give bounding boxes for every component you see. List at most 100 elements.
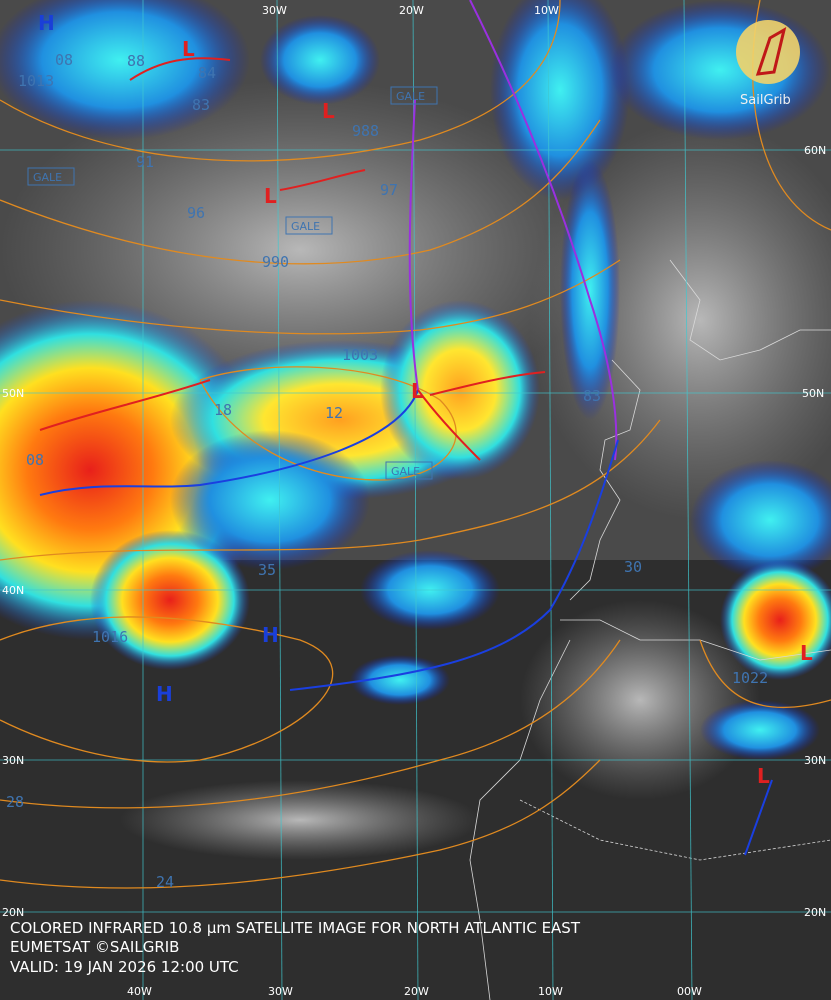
gale-warning: GALE bbox=[396, 90, 425, 103]
pressure-label: 88 bbox=[127, 52, 145, 70]
cloud-top bbox=[610, 0, 830, 140]
lat-label: 30N bbox=[804, 754, 826, 767]
fronts bbox=[39, 0, 773, 856]
lon-label: 30W bbox=[262, 4, 287, 17]
gale-warning: GALE bbox=[33, 171, 62, 184]
cloud-top bbox=[260, 15, 380, 105]
low-centre: L bbox=[757, 764, 770, 788]
warm-front bbox=[129, 57, 231, 81]
pressure-label: 83 bbox=[192, 96, 210, 114]
logo-text: SailGrib bbox=[740, 93, 791, 108]
pressure-centres: H H H L L L L L L bbox=[38, 11, 813, 788]
meridian bbox=[683, 0, 693, 1000]
pressure-label: 83 bbox=[583, 387, 601, 405]
pressure-label: 08 bbox=[26, 451, 44, 469]
low-centre: L bbox=[322, 99, 335, 123]
pressure-label: 30 bbox=[624, 558, 642, 576]
caption-line: VALID: 19 JAN 2026 12:00 UTC bbox=[10, 958, 239, 976]
warm-front bbox=[279, 169, 366, 191]
lon-label: 10W bbox=[538, 985, 563, 998]
logo-badge bbox=[736, 20, 800, 84]
low-centre: L bbox=[800, 641, 813, 665]
cloud-top bbox=[380, 300, 540, 480]
pressure-label: 97 bbox=[380, 181, 398, 199]
pressure-label: 1003 bbox=[342, 346, 378, 364]
isobar bbox=[0, 639, 621, 809]
cloud-top bbox=[90, 530, 250, 670]
latitude-labels: 50N 40N 30N 20N 60N 50N 30N 20N bbox=[2, 144, 826, 919]
meridian bbox=[547, 0, 554, 1000]
cloud-top bbox=[170, 430, 370, 570]
gale-warning: GALE bbox=[391, 465, 420, 478]
pressure-label: 18 bbox=[214, 401, 232, 419]
border bbox=[519, 799, 831, 861]
pressure-label: 35 bbox=[258, 561, 276, 579]
lat-label: 30N bbox=[2, 754, 24, 767]
coastline bbox=[560, 619, 831, 661]
isobar bbox=[0, 616, 334, 763]
isobar bbox=[0, 419, 661, 561]
low-centre: L bbox=[411, 379, 424, 403]
cold-front bbox=[39, 389, 419, 496]
high-centre: H bbox=[38, 11, 55, 35]
occluded-front bbox=[469, 0, 618, 461]
coastlines bbox=[469, 259, 831, 1000]
isobar bbox=[0, 0, 561, 162]
isobar bbox=[0, 759, 601, 889]
lon-label: 00W bbox=[677, 985, 702, 998]
longitude-labels: 30W 20W 10W 40W 30W 20W 10W 00W bbox=[127, 4, 702, 998]
isobar bbox=[699, 639, 831, 708]
gale-box bbox=[385, 461, 433, 480]
high-centre: H bbox=[262, 623, 279, 647]
coastline bbox=[569, 359, 641, 601]
lat-label: 50N bbox=[2, 387, 24, 400]
meridian bbox=[276, 0, 283, 1000]
pressure-label: 12 bbox=[325, 404, 343, 422]
pressure-label: 990 bbox=[262, 253, 289, 271]
lon-label: 10W bbox=[534, 4, 559, 17]
cloud bbox=[120, 780, 480, 860]
pressure-label: 24 bbox=[156, 873, 174, 891]
cloud-top bbox=[700, 700, 820, 760]
lat-label: 50N bbox=[802, 387, 824, 400]
lat-label: 20N bbox=[2, 906, 24, 919]
coastline bbox=[669, 259, 831, 361]
pressure-label: 91 bbox=[136, 153, 154, 171]
logo: SailGrib bbox=[736, 20, 800, 108]
pressure-labels: 1013 08 88 84 83 91 96 988 97 990 1003 1… bbox=[6, 51, 768, 891]
warm-front bbox=[417, 389, 481, 461]
isobar bbox=[0, 259, 621, 335]
low-track bbox=[429, 371, 546, 396]
cold-front bbox=[289, 439, 619, 691]
lat-label: 60N bbox=[804, 144, 826, 157]
warm-front bbox=[39, 379, 211, 431]
gale-warning: GALE bbox=[291, 220, 320, 233]
pressure-label: 1022 bbox=[732, 669, 768, 687]
pressure-label: 988 bbox=[352, 122, 379, 140]
caption: COLORED INFRARED 10.8 µm SATELLITE IMAGE… bbox=[10, 919, 581, 976]
meridian bbox=[412, 0, 419, 1000]
coastline bbox=[469, 639, 571, 1000]
low-centre: L bbox=[264, 184, 277, 208]
cloud bbox=[520, 600, 760, 800]
isobars bbox=[0, 0, 831, 889]
cloud-top bbox=[0, 0, 250, 140]
cloud-top bbox=[350, 655, 450, 705]
lon-label: 20W bbox=[399, 4, 424, 17]
gale-box bbox=[285, 216, 333, 235]
gale-box bbox=[27, 167, 75, 186]
high-centre: H bbox=[156, 682, 173, 706]
cold-front bbox=[744, 779, 773, 856]
lat-label: 20N bbox=[804, 906, 826, 919]
pressure-label: 96 bbox=[187, 204, 205, 222]
lon-label: 30W bbox=[268, 985, 293, 998]
pressure-label: 1016 bbox=[92, 628, 128, 646]
low-centre: L bbox=[182, 37, 195, 61]
pressure-label: 84 bbox=[198, 64, 216, 82]
occluded-front bbox=[408, 99, 419, 391]
gale-warnings: GALE GALE GALE GALE bbox=[27, 86, 438, 480]
pressure-label: 1013 bbox=[18, 72, 54, 90]
pressure-label: 28 bbox=[6, 793, 24, 811]
